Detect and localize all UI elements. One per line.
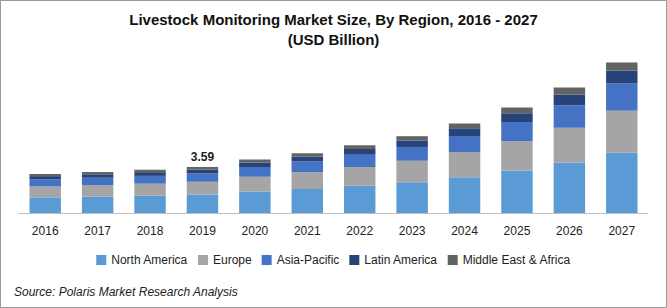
svg-text:Middle East & Africa: Middle East & Africa <box>463 253 571 267</box>
svg-text:2020: 2020 <box>242 224 269 238</box>
svg-text:North America: North America <box>111 253 187 267</box>
svg-text:2019: 2019 <box>189 224 216 238</box>
svg-text:2024: 2024 <box>451 224 478 238</box>
svg-text:Latin America: Latin America <box>364 253 437 267</box>
svg-text:Source: Polaris Market Researc: Source: Polaris Market Research Analysis <box>14 285 238 299</box>
svg-text:2026: 2026 <box>556 224 583 238</box>
svg-text:2022: 2022 <box>346 224 373 238</box>
svg-text:2017: 2017 <box>84 224 111 238</box>
svg-text:2027: 2027 <box>608 224 635 238</box>
svg-text:2016: 2016 <box>32 224 59 238</box>
svg-text:(USD Billion): (USD Billion) <box>288 31 380 48</box>
svg-text:2023: 2023 <box>399 224 426 238</box>
svg-text:2025: 2025 <box>504 224 531 238</box>
svg-text:Livestock Monitoring Market Si: Livestock Monitoring Market Size, By Reg… <box>129 11 537 28</box>
svg-text:2018: 2018 <box>137 224 164 238</box>
svg-text:2021: 2021 <box>294 224 321 238</box>
svg-text:Europe: Europe <box>213 253 252 267</box>
svg-text:3.59: 3.59 <box>191 150 215 164</box>
svg-text:Asia-Pacific: Asia-Pacific <box>277 253 340 267</box>
